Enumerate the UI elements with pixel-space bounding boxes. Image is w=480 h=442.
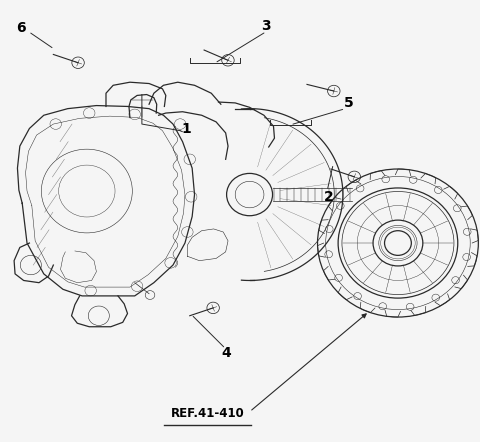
Text: 5: 5 — [344, 96, 354, 110]
Text: 6: 6 — [16, 21, 25, 35]
Text: 1: 1 — [181, 122, 191, 136]
Text: 4: 4 — [222, 346, 231, 360]
Text: 3: 3 — [262, 19, 271, 33]
Text: REF.41-410: REF.41-410 — [170, 408, 244, 420]
Text: 2: 2 — [324, 190, 334, 204]
